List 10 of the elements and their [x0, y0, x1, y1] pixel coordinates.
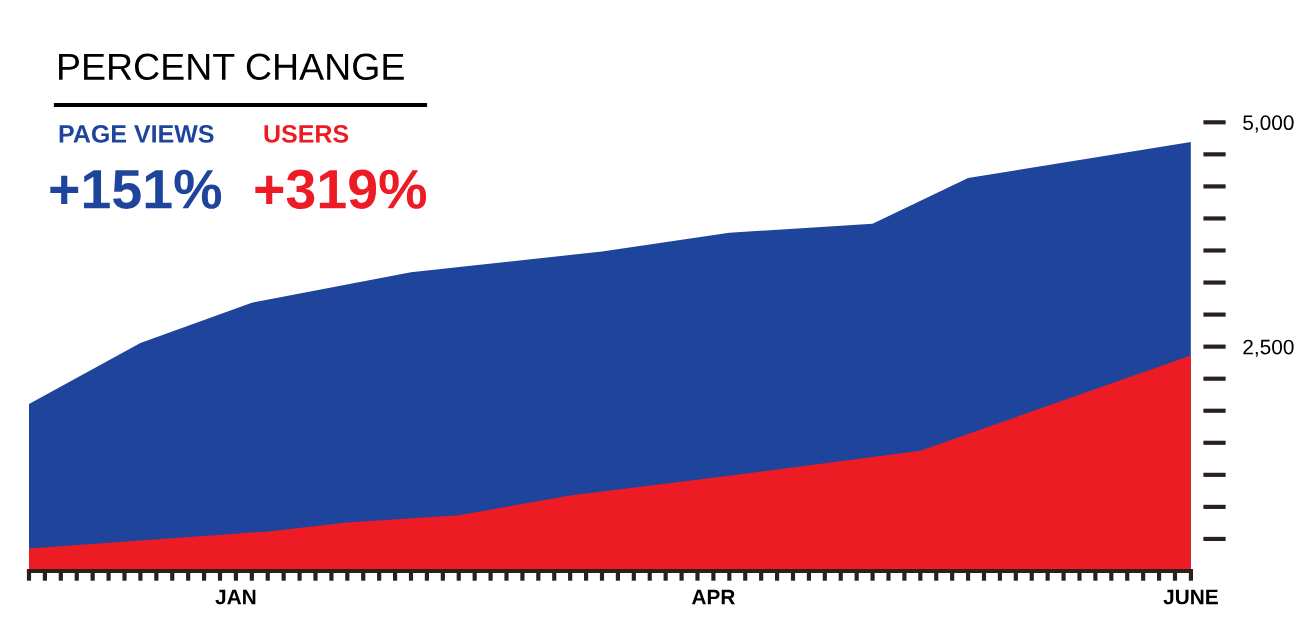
y-tick-label: 5,000: [1243, 115, 1294, 133]
annotation: +319%: [255, 169, 427, 209]
x-tick-label: APR: [691, 589, 735, 605]
x-tick-label: JUNE: [1163, 589, 1218, 605]
chart-title: PERCENT CHANGE: [59, 53, 404, 81]
x-tick-label: JAN: [215, 589, 256, 605]
annotation: +151%: [50, 169, 222, 209]
text: PAGE VIEWS: [59, 125, 214, 143]
y-tick-label: 2,500: [1243, 339, 1294, 357]
text: USERS: [264, 125, 349, 143]
